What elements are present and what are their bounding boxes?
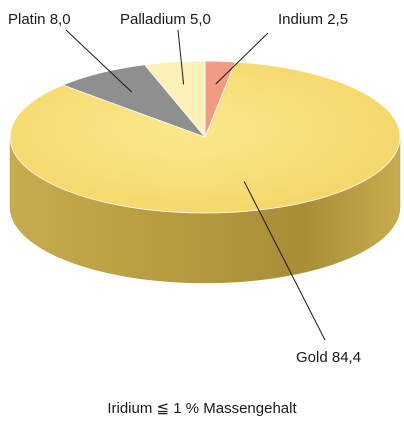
label-platin: Platin 8,0 [8,11,71,28]
label-gold: Gold 84,4 [296,349,361,366]
footnote: Iridium ≦ 1 % Massengehalt [107,400,297,417]
label-indium: Indium 2,5 [278,11,348,28]
leader-line-palladium [177,29,185,85]
leader-line-platin [65,29,133,93]
pie-slice-platin [61,64,207,138]
leader-line-indium [215,32,269,85]
pie-slice-palladium [143,60,206,139]
leader-line-gold [243,181,326,341]
label-palladium: Palladium 5,0 [120,11,211,28]
